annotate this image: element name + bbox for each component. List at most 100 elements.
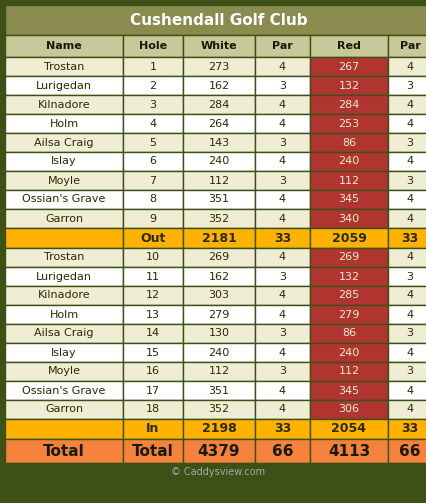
Bar	[254, 343, 309, 362]
Bar	[387, 228, 426, 248]
Text: 4: 4	[278, 119, 285, 128]
Text: 284: 284	[337, 100, 359, 110]
Bar	[387, 35, 426, 57]
Bar	[123, 228, 183, 248]
Text: 351: 351	[208, 195, 229, 205]
Bar	[387, 343, 426, 362]
Bar	[123, 95, 183, 114]
Bar	[183, 248, 254, 267]
Bar	[309, 76, 387, 95]
Bar	[254, 133, 309, 152]
Bar	[5, 5, 426, 35]
Text: 352: 352	[208, 404, 229, 414]
Text: 3: 3	[278, 272, 285, 282]
Bar	[309, 286, 387, 305]
Bar	[183, 190, 254, 209]
Bar	[5, 35, 123, 57]
Text: 112: 112	[338, 176, 359, 186]
Text: Ossian's Grave: Ossian's Grave	[22, 195, 106, 205]
Bar	[387, 400, 426, 419]
Bar	[254, 76, 309, 95]
Bar	[309, 381, 387, 400]
Bar	[309, 228, 387, 248]
Bar	[254, 305, 309, 324]
Text: Name: Name	[46, 41, 82, 51]
Text: 8: 8	[149, 195, 156, 205]
Text: 4: 4	[406, 119, 413, 128]
Bar	[309, 114, 387, 133]
Bar	[183, 324, 254, 343]
Text: 15: 15	[146, 348, 160, 358]
Text: Red: Red	[336, 41, 360, 51]
Bar	[387, 133, 426, 152]
Text: 112: 112	[338, 367, 359, 377]
Bar	[183, 95, 254, 114]
Text: Islay: Islay	[51, 348, 77, 358]
Bar	[5, 267, 123, 286]
Text: 86: 86	[341, 137, 355, 147]
Text: Kilnadore: Kilnadore	[37, 100, 90, 110]
Text: 3: 3	[406, 272, 412, 282]
Text: 33: 33	[400, 231, 417, 244]
Text: 340: 340	[338, 213, 359, 223]
Bar	[5, 248, 123, 267]
Bar	[123, 324, 183, 343]
Text: Trostan: Trostan	[44, 253, 84, 263]
Bar	[254, 152, 309, 171]
Bar	[387, 305, 426, 324]
Bar	[309, 171, 387, 190]
Bar	[254, 190, 309, 209]
Text: Holm: Holm	[49, 309, 78, 319]
Bar	[309, 324, 387, 343]
Bar	[5, 57, 123, 76]
Bar	[309, 343, 387, 362]
Text: 3: 3	[278, 367, 285, 377]
Text: 273: 273	[208, 61, 229, 71]
Bar	[309, 57, 387, 76]
Text: Ailsa Craig: Ailsa Craig	[34, 328, 94, 339]
Text: 13: 13	[146, 309, 160, 319]
Text: Lurigedan: Lurigedan	[36, 80, 92, 91]
Text: 285: 285	[337, 291, 359, 300]
Bar	[309, 190, 387, 209]
Bar	[123, 171, 183, 190]
Bar	[123, 35, 183, 57]
Text: 66: 66	[271, 444, 293, 459]
Text: 4: 4	[278, 61, 285, 71]
Bar	[123, 133, 183, 152]
Bar	[5, 171, 123, 190]
Bar	[387, 381, 426, 400]
Text: Holm: Holm	[49, 119, 78, 128]
Text: 112: 112	[208, 176, 229, 186]
Bar	[387, 76, 426, 95]
Text: 4: 4	[406, 291, 413, 300]
Text: 4: 4	[278, 213, 285, 223]
Bar	[254, 400, 309, 419]
Text: 264: 264	[208, 119, 229, 128]
Text: 4: 4	[149, 119, 156, 128]
Bar	[254, 419, 309, 439]
Bar	[309, 362, 387, 381]
Text: 2181: 2181	[201, 231, 236, 244]
Bar	[183, 171, 254, 190]
Bar	[183, 400, 254, 419]
Text: 7: 7	[149, 176, 156, 186]
Bar	[183, 286, 254, 305]
Text: 5: 5	[149, 137, 156, 147]
Text: 4379: 4379	[197, 444, 240, 459]
Text: © Caddysview.com: © Caddysview.com	[171, 467, 265, 477]
Bar	[5, 324, 123, 343]
Text: 269: 269	[208, 253, 229, 263]
Bar	[5, 343, 123, 362]
Text: Ailsa Craig: Ailsa Craig	[34, 137, 94, 147]
Text: 2: 2	[149, 80, 156, 91]
Bar	[123, 114, 183, 133]
Bar	[387, 209, 426, 228]
Bar	[309, 419, 387, 439]
Text: 162: 162	[208, 272, 229, 282]
Bar	[123, 286, 183, 305]
Text: 66: 66	[398, 444, 420, 459]
Bar	[309, 305, 387, 324]
Text: Out: Out	[140, 231, 165, 244]
Text: 3: 3	[278, 176, 285, 186]
